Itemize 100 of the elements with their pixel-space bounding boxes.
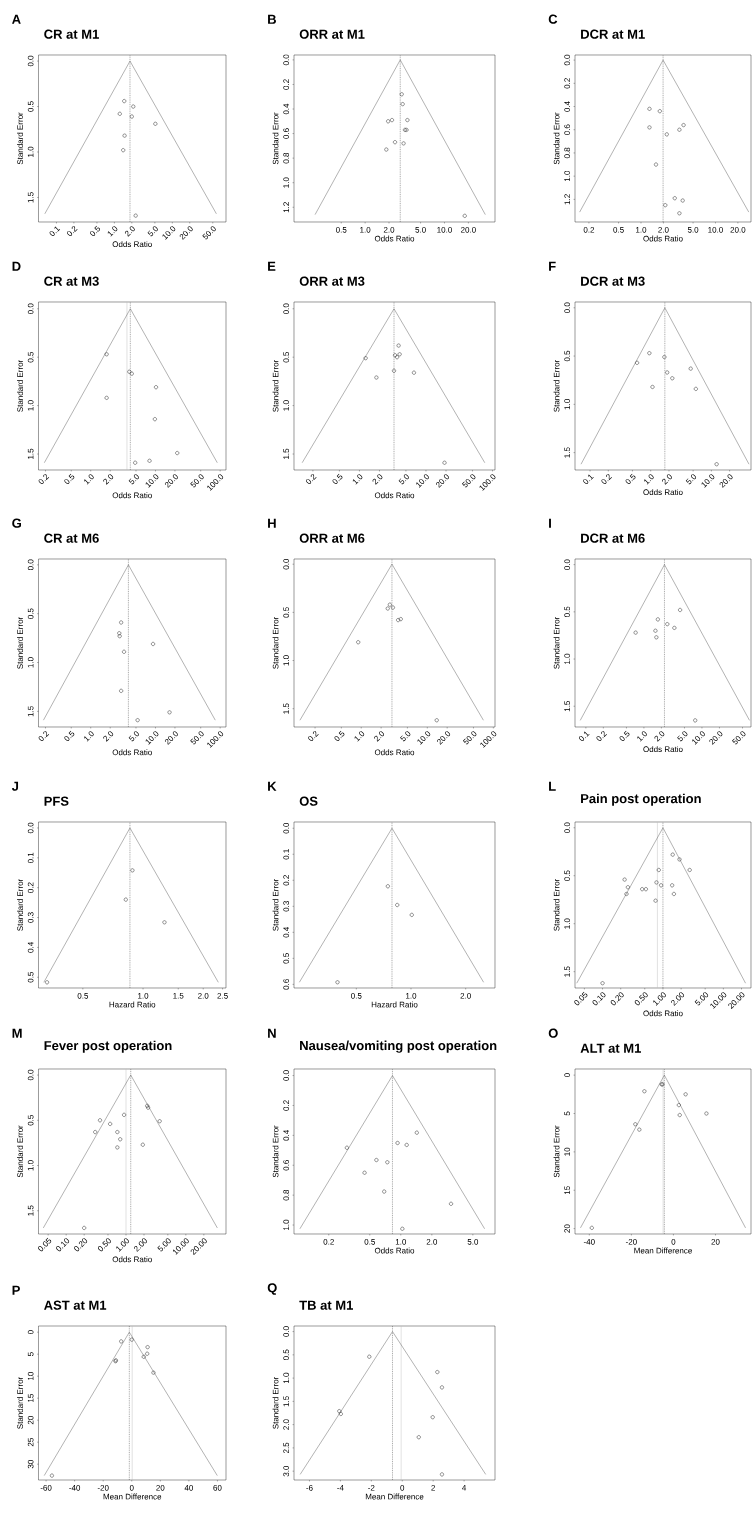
x-tick-label: 2.0 — [460, 993, 471, 999]
y-tick-label: 0.0 — [283, 822, 289, 834]
y-tick-label: 1.5 — [27, 192, 34, 203]
x-axis-title: Odds Ratio — [374, 749, 415, 756]
chart-title: ORR at M3 — [299, 276, 365, 286]
point — [676, 1103, 681, 1108]
x-axis-title: Odds Ratio — [374, 235, 415, 242]
chart-title: CR at M3 — [44, 276, 99, 286]
x-tick-label: 2.0 — [383, 227, 395, 233]
x-tick-label: 0.2 — [67, 226, 78, 237]
y-tick-label: 0.0 — [564, 822, 570, 833]
y-tick-label: 0.5 — [283, 351, 289, 363]
y-tick-label: 0.0 — [27, 303, 34, 315]
point — [642, 1089, 647, 1094]
text: L — [549, 781, 556, 791]
text: C — [548, 14, 558, 24]
x-tick-label: 5.0 — [687, 227, 699, 233]
text: F — [549, 261, 556, 271]
x-tick-label: 0 — [129, 1485, 134, 1491]
y-tick-label: 1.5 — [564, 447, 570, 458]
y-tick-label: 0.5 — [27, 101, 34, 112]
y-tick-label: 0.2 — [283, 875, 289, 886]
x-tick-label: 0 — [671, 1239, 676, 1245]
text: J — [11, 781, 19, 791]
x-tick-label: -4 — [337, 1485, 344, 1491]
y-tick-label: 0.0 — [27, 55, 34, 67]
y-tick-label: 0 — [564, 1073, 570, 1078]
y-tick-label: 5 — [27, 1352, 34, 1357]
y-axis-title: Standard Error — [17, 112, 23, 165]
y-tick-label: 1.0 — [564, 918, 570, 929]
x-tick-label: 10.0 — [437, 227, 452, 233]
text: E — [268, 261, 276, 271]
x-tick-label: 5.0 — [398, 474, 409, 485]
x-tick-label: 1.0 — [406, 993, 417, 999]
chart-title: PFS — [44, 796, 69, 806]
y-tick-label: 0 — [27, 1330, 34, 1335]
x-tick-label: 0.5 — [334, 730, 345, 742]
y-tick-label: 15 — [564, 1186, 570, 1195]
y-tick-label: 0.5 — [27, 608, 34, 619]
x-tick-label: 20 — [156, 1485, 165, 1491]
text: D — [12, 261, 21, 271]
y-tick-label: 30 — [27, 1460, 34, 1469]
y-tick-label: 0.6 — [283, 128, 289, 139]
y-tick-label: 0.8 — [283, 152, 289, 164]
x-tick-label: 0.5 — [90, 225, 100, 237]
y-tick-label: 10 — [27, 1372, 34, 1380]
y-tick-label: 0.2 — [27, 882, 34, 893]
y-tick-label: 1.0 — [27, 146, 34, 157]
x-tick-label: 1.0 — [360, 227, 371, 233]
x-tick-label: 1.0 — [84, 474, 94, 485]
y-tick-label: 0.1 — [27, 852, 34, 864]
x-tick-label: 0.1 — [583, 474, 594, 485]
y-tick-label: 1.5 — [27, 706, 34, 717]
y-tick-label: 1.0 — [564, 170, 570, 182]
y-tick-label: 0.2 — [283, 1100, 289, 1111]
y-tick-label: 0.5 — [283, 607, 289, 618]
y-tick-label: 20 — [27, 1416, 34, 1425]
x-axis-title: Odds Ratio — [643, 489, 683, 496]
y-tick-label: 1.5 — [283, 1396, 289, 1407]
x-tick-label: 1.0 — [107, 226, 118, 237]
x-tick-label: 1.0 — [354, 731, 365, 742]
x-tick-label: 0.5 — [619, 730, 630, 742]
x-tick-label: -20 — [625, 1239, 637, 1245]
chart-title: TB at M1 — [299, 1300, 353, 1310]
y-axis-title: Standard Error — [553, 616, 560, 669]
y-tick-label: 0.0 — [564, 302, 570, 314]
y-tick-label: 0.0 — [283, 1326, 289, 1337]
y-axis-title: Standard Error — [272, 112, 279, 165]
y-tick-label: 0.2 — [564, 78, 570, 89]
x-tick-label: 0.5 — [364, 1239, 375, 1245]
y-tick-label: 0.4 — [564, 101, 570, 112]
x-tick-label: 0.5 — [613, 227, 624, 233]
chart-title: CR at M1 — [44, 29, 99, 39]
x-tick-label: 0.1 — [49, 226, 61, 237]
text: A — [12, 14, 21, 24]
y-tick-label: 5 — [564, 1111, 570, 1116]
y-tick-label: 0.0 — [27, 822, 34, 834]
x-axis-title: Odds Ratio — [112, 1256, 152, 1263]
point — [416, 1435, 421, 1440]
y-axis-title: Standard Error — [17, 1376, 23, 1429]
x-axis-title: Odds Ratio — [643, 235, 683, 242]
chart-title: Nausea/vomiting post operation — [300, 1040, 497, 1053]
point — [439, 1385, 444, 1390]
x-tick-label: 2 — [431, 1485, 435, 1491]
x-tick-label: 0.2 — [596, 731, 607, 742]
point — [633, 1122, 638, 1127]
y-tick-label: 0.6 — [283, 979, 289, 990]
x-axis-title: Odds Ratio — [374, 492, 415, 499]
y-tick-label: 0.0 — [564, 559, 570, 570]
text: O — [548, 1028, 558, 1038]
x-tick-label: 1.0 — [637, 731, 647, 742]
y-tick-label: 0.5 — [564, 870, 570, 881]
x-tick-label: 0.5 — [625, 473, 636, 485]
x-tick-label: 0.2 — [583, 227, 595, 233]
x-tick-label: 2.5 — [217, 993, 228, 999]
y-tick-label: 1.5 — [283, 703, 289, 714]
y-axis-title: Standard Error — [272, 359, 279, 412]
y-tick-label: 1.2 — [283, 202, 289, 213]
point — [367, 1354, 372, 1359]
chart-title: ORR at M6 — [299, 533, 365, 543]
